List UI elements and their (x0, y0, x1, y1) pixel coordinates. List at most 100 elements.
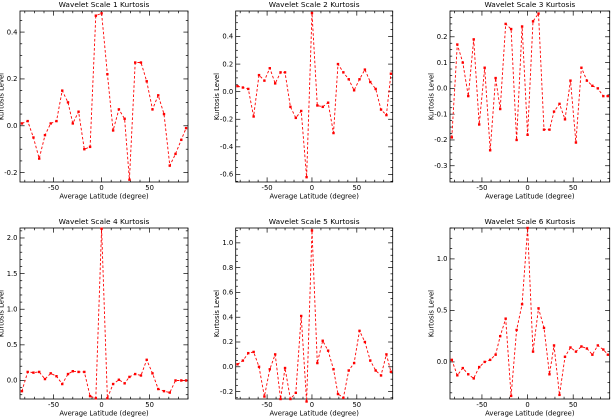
data-point-marker (542, 128, 546, 131)
y-tick-label: 0.5 (437, 307, 448, 315)
plot-title: Wavelet Scale 2 Kurtosis (269, 0, 360, 9)
data-point-marker (139, 61, 143, 64)
data-point-marker (548, 373, 551, 376)
data-point-marker (336, 392, 340, 396)
y-tick-label: 2.0 (7, 234, 18, 242)
data-point-marker (241, 86, 245, 89)
data-point-marker (369, 80, 372, 84)
y-tick-label: 0.0 (437, 358, 448, 366)
data-point-marker (241, 359, 245, 362)
y-tick-label: -0.6 (220, 171, 233, 179)
data-point-marker (32, 136, 35, 139)
data-point-marker (363, 340, 367, 344)
y-tick-label: 0.4 (7, 28, 18, 36)
data-point-marker (66, 101, 70, 104)
data-point-marker (374, 369, 377, 372)
data-point-marker (236, 84, 239, 88)
x-tick-label: 50 (569, 184, 578, 192)
data-point-marker (123, 117, 126, 120)
data-point-marker (537, 307, 540, 310)
kurtosis-series-line (237, 230, 392, 402)
data-point-marker (488, 149, 492, 152)
data-point-marker (456, 43, 459, 46)
data-point-marker (580, 345, 583, 348)
subplot-wavelet-scale-6: -50 0 50 0.0 0.5 1.0 Wavelet Scale 6 Kurtosis A… (428, 217, 611, 418)
data-point-marker (478, 123, 481, 126)
x-tick-label: -50 (48, 184, 59, 192)
data-point-marker (26, 119, 29, 123)
kurtosis-series-markers (450, 12, 610, 152)
data-point-marker (157, 94, 160, 97)
y-axis-label: Kurtosis Level (428, 290, 436, 337)
x-tick-label: 50 (352, 184, 361, 192)
data-point-marker (456, 374, 459, 377)
plot-frame (449, 10, 611, 183)
data-point-marker (88, 145, 92, 149)
data-point-marker (310, 11, 314, 15)
y-tick-label: 0.5 (7, 341, 18, 349)
data-point-marker (548, 128, 551, 131)
data-point-marker (358, 329, 361, 333)
data-point-marker (299, 109, 303, 113)
data-point-marker (299, 314, 303, 318)
data-point-marker (180, 379, 183, 382)
data-point-marker (498, 334, 502, 338)
data-point-marker (268, 368, 271, 371)
y-tick-label: -0.2 (220, 388, 233, 396)
data-point-marker (569, 79, 572, 82)
data-point-marker (20, 389, 24, 393)
axis-ticks (235, 11, 394, 182)
data-point-marker (20, 122, 24, 125)
data-point-marker (352, 89, 356, 92)
data-point-marker (184, 126, 188, 130)
data-point-marker (389, 370, 393, 373)
data-point-marker (526, 133, 529, 137)
data-point-marker (279, 71, 282, 74)
x-axis-label: Average Latitude (degree) (270, 410, 360, 418)
data-point-marker (515, 328, 518, 332)
data-point-marker (585, 347, 589, 350)
data-point-marker (145, 80, 148, 83)
data-point-marker (279, 397, 282, 401)
data-point-marker (552, 344, 556, 347)
plot-frame (19, 10, 189, 183)
plot-frame (235, 227, 394, 400)
y-tick-label: 0.8 (222, 264, 233, 272)
data-point-marker (289, 397, 292, 401)
data-point-marker (580, 66, 583, 69)
x-tick-label: -50 (48, 401, 59, 409)
data-point-marker (55, 375, 58, 378)
data-point-marker (145, 358, 148, 362)
y-axis-label: Kurtosis Level (428, 73, 436, 120)
data-point-marker (574, 350, 578, 353)
data-point-marker (247, 351, 250, 355)
x-tick-label: 0 (310, 401, 314, 409)
data-point-marker (369, 359, 372, 362)
data-point-marker (252, 115, 255, 118)
data-point-marker (38, 157, 41, 160)
data-point-marker (467, 373, 470, 376)
y-axis-label: Kurtosis Level (213, 290, 221, 337)
data-point-marker (504, 22, 507, 26)
data-point-marker (151, 372, 154, 375)
data-point-marker (379, 374, 383, 377)
data-point-marker (585, 79, 589, 82)
kurtosis-series-line (237, 13, 392, 178)
y-tick-label: -0.4 (220, 143, 233, 151)
data-point-marker (347, 78, 350, 81)
y-tick-label: -0.1 (434, 110, 447, 118)
data-point-marker (134, 372, 137, 376)
x-tick-label: -50 (262, 184, 273, 192)
data-point-marker (520, 303, 524, 306)
axis-ticks (20, 228, 189, 399)
data-point-marker (77, 370, 80, 374)
kurtosis-series-markers (236, 11, 393, 179)
data-point-marker (461, 61, 464, 64)
data-point-marker (488, 358, 492, 362)
data-point-marker (537, 12, 540, 15)
data-point-marker (61, 382, 64, 386)
data-point-marker (363, 68, 367, 71)
data-point-marker (184, 379, 188, 382)
data-point-marker (123, 382, 126, 385)
